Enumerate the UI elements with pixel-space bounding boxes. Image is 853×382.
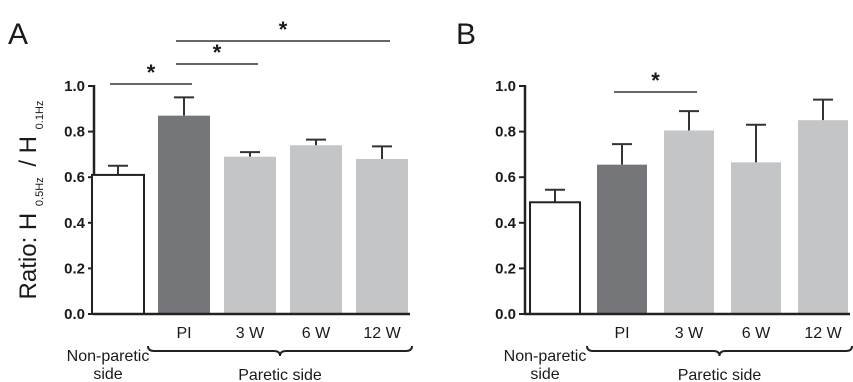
bar bbox=[798, 120, 848, 314]
bar bbox=[224, 156, 276, 314]
bar bbox=[597, 164, 647, 314]
group-brace bbox=[147, 345, 413, 357]
y-tick-label: 0.4 bbox=[64, 215, 86, 232]
group-label-left: side bbox=[93, 366, 122, 382]
y-axis-title: Ratio: H 0.5Hz / H 0.1Hz bbox=[15, 101, 49, 300]
bar bbox=[290, 145, 342, 314]
panel-a: A 0.0 0.2 0.4 0.6 0.8 1.0 PI 3 W 6 W 12 W Non-paret… bbox=[8, 17, 413, 382]
group-label-left: Non-paretic bbox=[504, 348, 587, 365]
y-axis-title-main: Ratio: H bbox=[15, 213, 42, 300]
group-label-left: side bbox=[530, 366, 559, 382]
y-tick-label: 0.8 bbox=[64, 124, 85, 141]
group-label-right: Paretic side bbox=[678, 367, 762, 382]
x-tick-label: 6 W bbox=[302, 325, 331, 342]
y-tick-label: 0.0 bbox=[64, 306, 85, 323]
y-tick-label: 1.0 bbox=[64, 78, 85, 95]
significance-star: * bbox=[651, 68, 660, 93]
group-label-right: Paretic side bbox=[238, 367, 322, 382]
significance-star: * bbox=[213, 40, 222, 65]
bar bbox=[731, 162, 781, 314]
y-axis-title-sub1: 0.5Hz bbox=[34, 177, 46, 206]
y-axis-title-sub2: 0.1Hz bbox=[34, 101, 46, 130]
y-tick-label: 0.0 bbox=[495, 306, 516, 323]
x-tick-label: PI bbox=[614, 325, 629, 342]
y-tick-label: 0.6 bbox=[64, 169, 85, 186]
y-tick-label: 0.2 bbox=[64, 260, 85, 277]
group-brace bbox=[586, 345, 853, 357]
bar bbox=[91, 173, 145, 315]
bar bbox=[356, 158, 408, 314]
x-tick-label: 12 W bbox=[804, 325, 842, 342]
x-tick-label: 12 W bbox=[363, 325, 401, 342]
x-tick-label: 6 W bbox=[742, 325, 771, 342]
significance-star: * bbox=[147, 60, 156, 85]
panel-letter: B bbox=[456, 18, 476, 51]
y-tick-label: 0.4 bbox=[495, 215, 517, 232]
panel-b: B 0.0 0.2 0.4 0.6 0.8 1.0 PI 3 W 6 W 12 W Non-paret… bbox=[456, 18, 853, 382]
y-tick-label: 1.0 bbox=[495, 78, 516, 95]
bar bbox=[158, 115, 210, 314]
bar bbox=[664, 130, 714, 314]
panel-letter: A bbox=[8, 18, 28, 51]
x-tick-label: 3 W bbox=[236, 325, 265, 342]
y-axis-title-sep: / H bbox=[15, 136, 42, 167]
svg-text:Ratio: H 0.5Hz / H: Ratio: H 0.5Hz / H 0.1Hz bbox=[15, 101, 49, 300]
bar bbox=[529, 201, 581, 315]
x-tick-label: PI bbox=[176, 325, 191, 342]
y-tick-label: 0.2 bbox=[495, 260, 516, 277]
y-tick-label: 0.8 bbox=[495, 124, 516, 141]
significance-star: * bbox=[279, 17, 288, 42]
y-tick-label: 0.6 bbox=[495, 169, 516, 186]
x-tick-label: 3 W bbox=[675, 325, 704, 342]
group-label-left: Non-paretic bbox=[67, 348, 150, 365]
